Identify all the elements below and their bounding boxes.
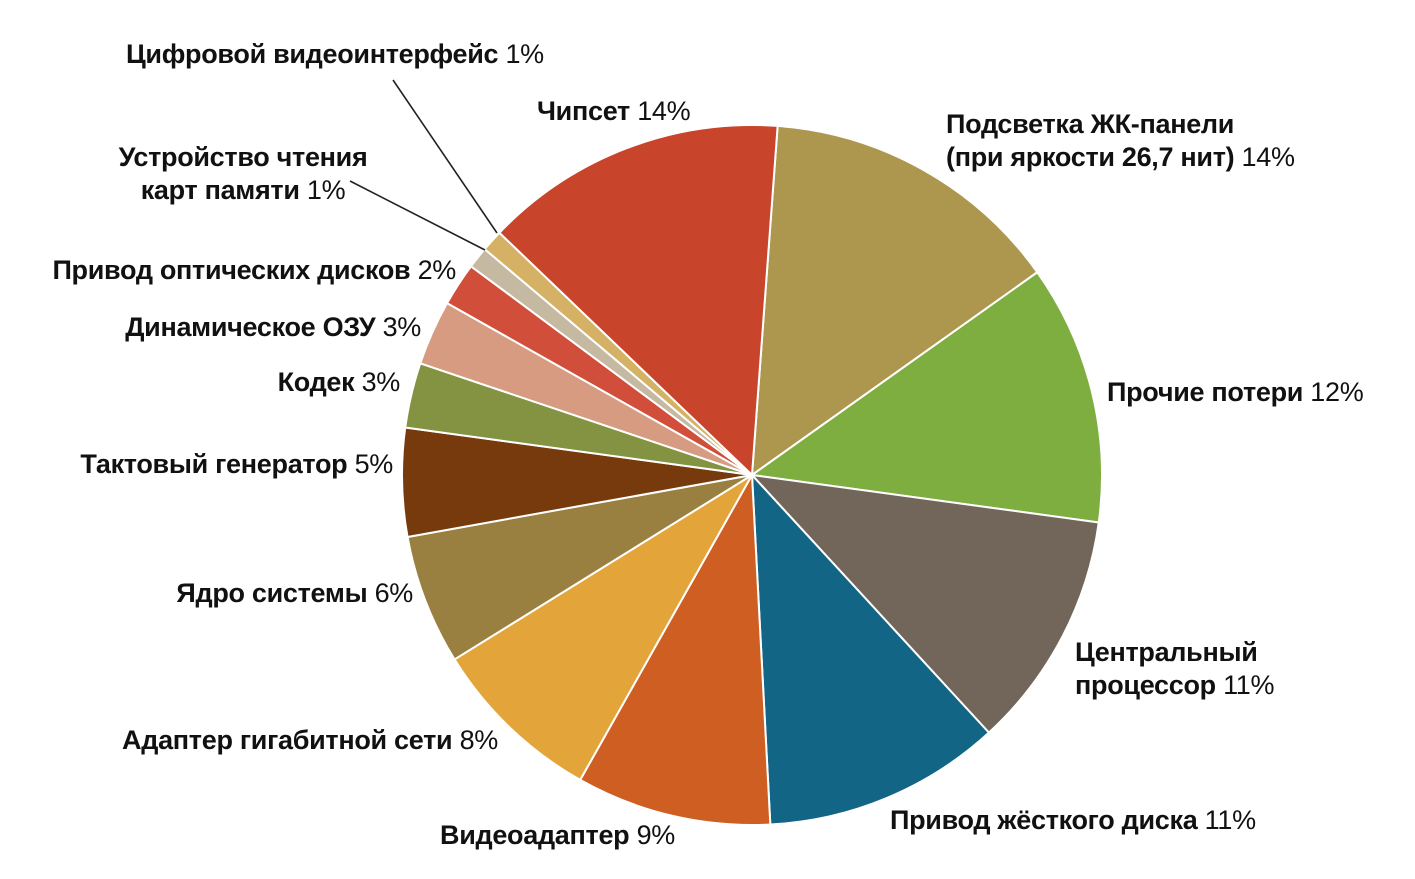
pie-slice xyxy=(751,271,1103,524)
slice-name: Цифровой видеоинтерфейс xyxy=(126,39,499,69)
pie-slice xyxy=(751,124,1039,476)
leader-line xyxy=(392,79,498,234)
slice-label: Устройство чтения карт памяти 1% xyxy=(93,141,393,207)
slice-name: Кодек xyxy=(277,367,355,397)
slice-label: Подсветка ЖК-панели (при яркости 26,7 нит… xyxy=(946,108,1295,174)
slice-label: Привод жёсткого диска 11% xyxy=(890,804,1256,837)
slice-label-line: Тактовый генератор 5% xyxy=(80,448,393,481)
slice-percent: 2% xyxy=(417,255,457,285)
slice-label: Адаптер гигабитной сети 8% xyxy=(122,724,498,757)
leader-line xyxy=(349,180,486,251)
slice-name: (при яркости 26,7 нит) xyxy=(946,142,1235,172)
pie-slice xyxy=(579,474,772,826)
slice-label-line: Устройство чтения xyxy=(93,141,393,174)
slice-label: Привод оптических дисков 2% xyxy=(52,254,456,287)
slice-percent: 1% xyxy=(505,39,544,69)
slice-name: Адаптер гигабитной сети xyxy=(122,725,453,755)
slice-percent: 12% xyxy=(1310,377,1364,407)
slice-percent: 14% xyxy=(1241,142,1295,172)
slice-label-line: Центральный xyxy=(1075,636,1274,669)
slice-percent: 5% xyxy=(354,449,394,479)
slice-percent: 11% xyxy=(1223,670,1275,700)
slice-label-line: Ядро системы 6% xyxy=(176,577,413,610)
slice-label-line: Чипсет 14% xyxy=(537,95,691,128)
slice-label-line: Адаптер гигабитной сети 8% xyxy=(122,724,498,757)
slice-label: Кодек 3% xyxy=(277,366,401,399)
slice-name: Видеоадаптер xyxy=(440,820,630,850)
slice-label: Динамическое ОЗУ 3% xyxy=(125,311,421,344)
slice-percent: 8% xyxy=(459,725,499,755)
slice-label-line: Привод жёсткого диска 11% xyxy=(890,804,1256,837)
slice-percent: 14% xyxy=(637,96,691,126)
slice-label: Видеоадаптер 9% xyxy=(440,819,675,852)
pie-slices xyxy=(401,124,1103,826)
slice-percent: 9% xyxy=(636,820,676,850)
slice-name: Ядро системы xyxy=(176,578,368,608)
slice-label: Ядро системы 6% xyxy=(176,577,413,610)
pie-slice xyxy=(453,474,753,781)
leader-lines xyxy=(349,79,498,251)
slice-label-line: Привод оптических дисков 2% xyxy=(52,254,456,287)
slice-name: Динамическое ОЗУ xyxy=(125,312,376,342)
slice-percent: 11% xyxy=(1204,805,1256,835)
slice-label: Прочие потери 12% xyxy=(1107,376,1364,409)
slice-label-line: процессор 11% xyxy=(1075,669,1275,702)
slice-name: Привод оптических дисков xyxy=(52,255,411,285)
slice-name: карт памяти xyxy=(140,175,300,205)
slice-percent: 3% xyxy=(382,312,422,342)
slice-name: Чипсет xyxy=(537,96,630,126)
slice-label-line: Динамическое ОЗУ 3% xyxy=(125,311,421,344)
slice-label: Тактовый генератор 5% xyxy=(80,448,393,481)
pie-slice xyxy=(751,474,1100,734)
slice-label: Цифровой видеоинтерфейс 1% xyxy=(126,38,544,71)
slice-label: Центральный процессор 11% xyxy=(1075,636,1275,702)
slice-label-line: Видеоадаптер 9% xyxy=(440,819,675,852)
slice-label-line: Подсветка ЖК-панели xyxy=(946,108,1295,141)
pie-slice xyxy=(751,474,990,826)
pie-slice xyxy=(406,474,753,661)
slice-name: Устройство чтения xyxy=(118,142,368,172)
slice-name: Привод жёсткого диска xyxy=(890,805,1198,835)
slice-percent: 3% xyxy=(361,367,401,397)
slice-label: Чипсет 14% xyxy=(537,95,691,128)
slice-label-line: карт памяти 1% xyxy=(93,174,393,207)
slice-label-line: (при яркости 26,7 нит) 14% xyxy=(946,141,1295,174)
slice-name: Центральный xyxy=(1075,637,1258,667)
slice-name: процессор xyxy=(1075,670,1216,700)
slice-label-line: Прочие потери 12% xyxy=(1107,376,1364,409)
pie-slice xyxy=(498,124,779,476)
slice-name: Подсветка ЖК-панели xyxy=(946,109,1235,139)
slice-label-line: Цифровой видеоинтерфейс 1% xyxy=(126,38,544,71)
slice-name: Прочие потери xyxy=(1107,377,1304,407)
slice-label-line: Кодек 3% xyxy=(277,366,401,399)
slice-name: Тактовый генератор xyxy=(80,449,348,479)
slice-percent: 6% xyxy=(374,578,414,608)
slice-percent: 1% xyxy=(306,175,346,205)
